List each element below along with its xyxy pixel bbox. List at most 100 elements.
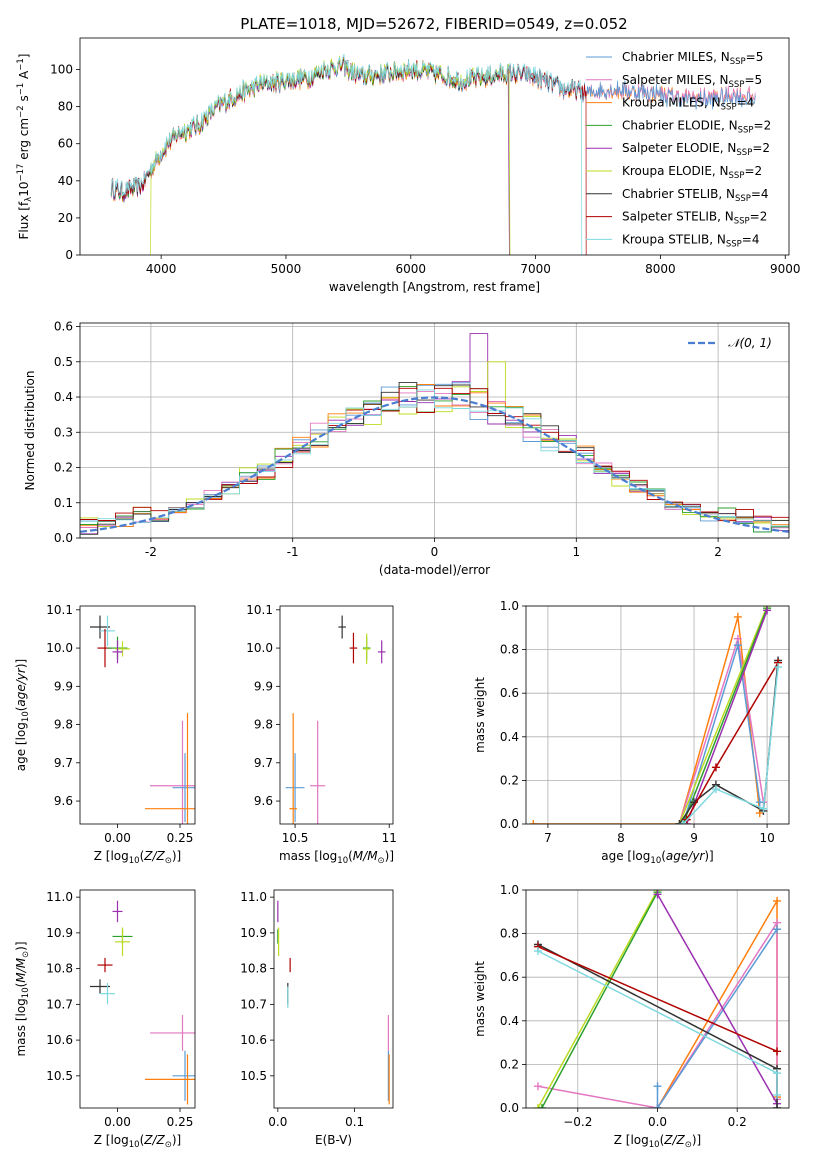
x-tick-label: 0.00 [104,831,131,845]
y-tick-label: 9.7 [54,756,73,770]
axes: 0.0 0.1 10.5 10.6 10.7 10.8 10.9 11.0 E(B-V) [240,889,394,1147]
axes-frame [279,605,394,825]
legend: 𝒩(0, 1) [688,336,772,350]
y-tick-label: 0.0 [500,1101,519,1115]
chart-mass_vs_Z: 0.00 0.25 10.5 10.6 10.7 10.8 10.9 11.0 Z [log10… [14,889,196,1150]
errorbar-kroupa_elodie [115,927,130,957]
series-line [656,894,778,1104]
point-marker [773,1069,782,1078]
point-marker [711,785,720,794]
axes-frame [273,889,394,1109]
series-line [537,946,778,1052]
point-marker [533,947,542,956]
point-marker [653,890,662,899]
point-marker [533,1104,542,1108]
chart-age_vs_Z: 0.00 0.25 9.6 9.7 9.8 9.9 10.0 10.1 Z [log10(Z/Z… [14,603,196,866]
legend: Chabrier MILES, NSSP=5 Salpeter MILES, NS… [586,50,771,249]
series-salpeter_elodie [653,890,782,1108]
x-tick-label: -2 [145,545,157,559]
y-tick-label: 60 [58,137,73,151]
point-marker [533,1082,542,1091]
plot-area [285,615,386,824]
point-marker [763,606,772,615]
y-tick-label: 0.6 [54,320,73,334]
y-tick-label: 0.2 [500,1057,519,1071]
legend-label-salpeter_elodie: Salpeter ELODIE, NSSP=2 [622,141,770,158]
point-marker [711,763,720,772]
y-tick-label: 0.4 [500,730,519,744]
plot-area [80,333,789,538]
errorbar-kroupa_elodie [362,633,371,665]
y-tick-label: 10.9 [240,926,267,940]
errorbar-salpeter_miles [150,720,195,824]
x-tick-label: 1 [572,545,580,559]
legend-label-chabrier_miles: Chabrier MILES, NSSP=5 [622,50,763,67]
x-tick-label: 8000 [645,262,676,276]
y-tick-label: 10.0 [246,641,273,655]
x-tick-label: 7 [544,831,552,845]
axes: 7 8 9 10 0.0 0.2 0.4 0.6 0.8 1.0 age [log10(age/yr… [473,599,790,866]
x-axis-label: age [log10(age/yr)] [601,849,713,866]
y-tick-label: 0.8 [500,927,519,941]
x-axis-label: Z [log10(Z/Z⊙)] [94,1133,182,1150]
series-line [682,644,761,824]
errorbar-chabrier_stelib [338,615,346,639]
y-tick-label: 9.7 [254,756,273,770]
y-tick-label: 10.7 [240,997,267,1011]
chart-weight_vs_Z: −0.2 0.0 0.2 0.0 0.2 0.4 0.6 0.8 1.0 Z [log10(Z/Z… [473,883,790,1150]
point-marker [755,798,764,807]
errorbar-chabrier_stelib [90,615,110,639]
x-tick-label: 0.00 [104,1115,131,1129]
spectrum-line-salpeter_stelib [110,56,587,255]
y-tick-label: 10.1 [246,603,273,617]
y-tick-label: 0.6 [500,970,519,984]
series-line [682,607,768,824]
errorbar-kroupa_miles [145,1054,195,1105]
legend-label-chabrier_elodie: Chabrier ELODIE, NSSP=2 [622,118,771,135]
y-tick-label: 0.0 [500,817,519,831]
chart-age_vs_mass: 10.5 11 9.6 9.7 9.8 9.9 10.0 10.1 mass [log10(M/… [246,603,397,866]
series-line [537,920,778,1108]
x-tick-label: −0.2 [563,1115,592,1129]
point-marker [733,641,742,650]
y-tick-label: 0.8 [500,643,519,657]
errorbar-chabrier_stelib [90,979,110,994]
x-tick-label: 0.1 [345,1115,364,1129]
legend-label-chabrier_stelib: Chabrier STELIB, NSSP=4 [622,187,769,204]
x-axis-label: Z [log10(Z/Z⊙)] [94,849,182,866]
x-tick-label: 0.0 [268,1115,287,1129]
plot-area [90,615,195,824]
point-marker [653,1082,662,1091]
errorbar-salpeter_miles [150,1015,195,1051]
series-line [685,610,768,824]
axes-frame [79,605,196,825]
y-tick-label: 10.8 [46,962,73,976]
point-marker [773,896,782,905]
y-tick-label: 10.6 [46,1033,73,1047]
errorbar-salpeter_elodie [112,900,123,923]
y-tick-label: 0.3 [54,425,73,439]
axes: 4000 5000 6000 7000 8000 9000 0 20 40 60 80 100 wave… [16,37,801,294]
x-tick-label: 8 [617,831,625,845]
y-tick-label: 100 [50,63,73,77]
figure-title: PLATE=1018, MJD=52672, FIBERID=0549, z=0… [240,15,627,33]
axes-frame [79,889,196,1109]
y-tick-label: 0 [65,248,73,262]
legend-label-kroupa_stelib: Kroupa STELIB, NSSP=4 [622,232,760,249]
y-axis-label: mass weight [473,961,487,1037]
y-tick-label: 9.9 [254,679,273,693]
x-tick-label: -1 [287,545,299,559]
errorbar-kroupa_stelib [100,982,115,1005]
errorbar-salpeter_miles [310,720,326,824]
y-axis-label: Flux [fλ10−17 erg cm−2 s−1 A−1] [16,54,34,240]
point-marker [759,804,768,813]
x-tick-label: 9 [690,831,698,845]
errorbar-salpeter_stelib [97,957,113,973]
chart-residuals: -2 -1 0 1 2 0.0 0.1 0.2 0.3 0.4 0.5 0.6 (data-model)… [23,320,790,577]
errorbar-salpeter_elodie [112,640,123,664]
y-axis-label: age [log10(age/yr)] [14,659,31,771]
series-line [533,616,761,824]
y-tick-label: 1.0 [500,883,519,897]
series-kroupa_miles [653,896,782,1108]
x-tick-label: 0.0 [648,1115,667,1129]
